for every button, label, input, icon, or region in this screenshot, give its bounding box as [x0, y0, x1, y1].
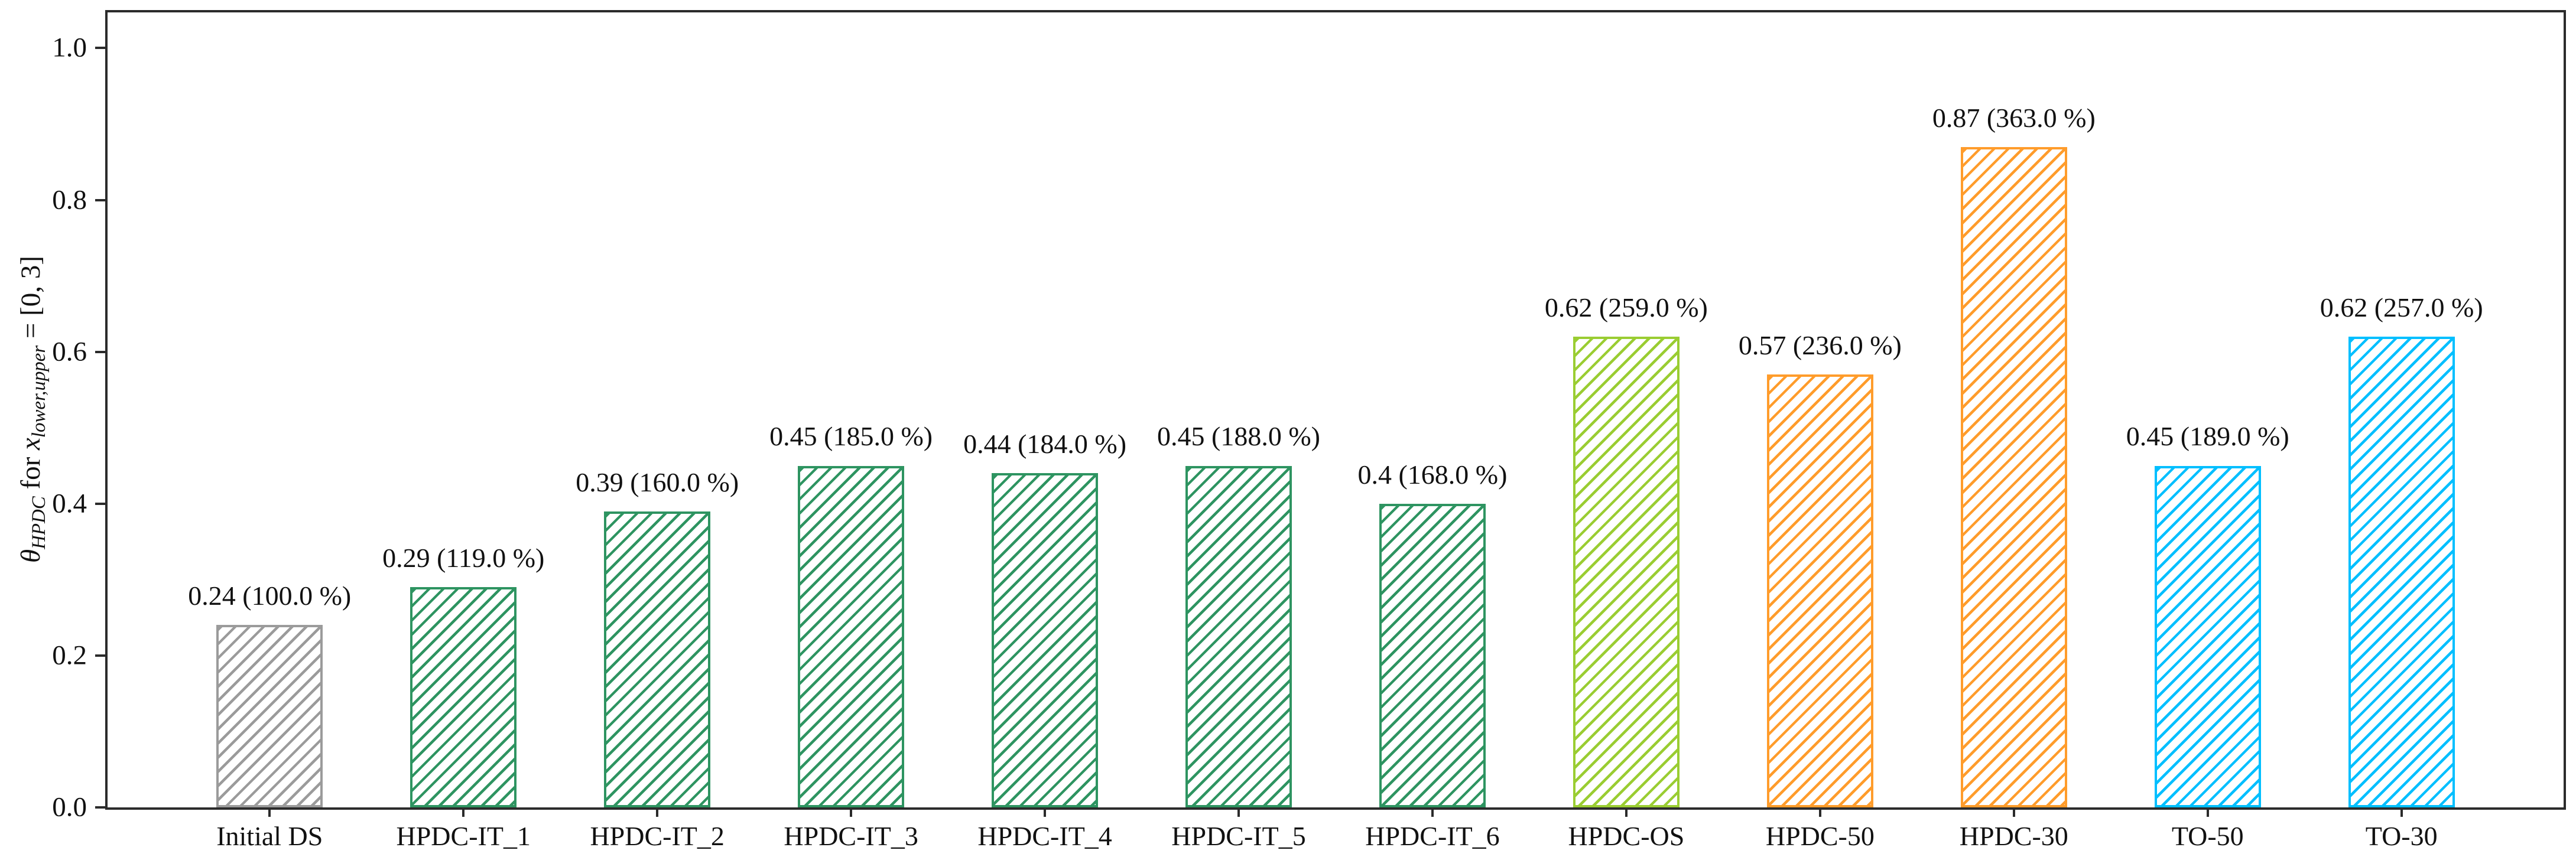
- bar-Initial DS: [216, 625, 323, 807]
- y-tick-mark: [95, 47, 105, 50]
- bar-value-label: 0.39 (160.0 %): [576, 467, 739, 497]
- x-tick-label-TO-30: TO-30: [2365, 821, 2438, 851]
- x-tick-mark: [2206, 807, 2209, 817]
- bar-HPDC-50: [1766, 374, 1874, 807]
- bar-value-label: 0.29 (119.0 %): [382, 543, 545, 573]
- x-tick-mark: [850, 807, 853, 817]
- y-tick-mark: [95, 806, 105, 809]
- y-tick-label-0.2: 0.2: [52, 640, 87, 671]
- bar-value-label: 0.4 (168.0 %): [1357, 459, 1508, 490]
- ylabel-theta: θ: [15, 549, 46, 563]
- x-tick-label-HPDC-50: HPDC-50: [1765, 821, 1875, 851]
- bar-HPDC-IT_1: [410, 587, 517, 807]
- ylabel-equals-text: = [0, 3]: [15, 256, 46, 346]
- y-tick-label-0.0: 0.0: [52, 791, 87, 823]
- bar-value-label: 0.62 (259.0 %): [1544, 292, 1708, 322]
- y-tick-label-0.4: 0.4: [52, 488, 87, 519]
- ylabel-x: x: [15, 438, 46, 450]
- bar-HPDC-IT_2: [604, 511, 711, 807]
- bar-HPDC-IT_3: [797, 465, 905, 807]
- x-tick-mark: [2012, 807, 2015, 817]
- bar-HPDC-30: [1960, 146, 2067, 807]
- x-tick-mark: [268, 807, 271, 817]
- x-tick-mark: [1237, 807, 1240, 817]
- x-tick-label-HPDC-IT_2: HPDC-IT_2: [590, 821, 725, 851]
- bar-value-label: 0.44 (184.0 %): [963, 429, 1127, 460]
- y-tick-label-0.8: 0.8: [52, 184, 87, 216]
- bar-HPDC-IT_6: [1379, 503, 1486, 807]
- x-tick-label-HPDC-IT_3: HPDC-IT_3: [784, 821, 918, 851]
- bar-value-label: 0.62 (257.0 %): [2320, 292, 2483, 322]
- bar-value-label: 0.45 (185.0 %): [769, 421, 933, 452]
- bar-value-label: 0.57 (236.0 %): [1738, 330, 1902, 361]
- y-tick-mark: [95, 350, 105, 353]
- bar-HPDC-IT_5: [1185, 465, 1292, 807]
- x-tick-label-Initial DS: Initial DS: [216, 821, 323, 851]
- x-tick-label-TO-50: TO-50: [2171, 821, 2244, 851]
- y-tick-mark: [95, 502, 105, 505]
- y-tick-mark: [95, 654, 105, 657]
- bar-value-label: 0.45 (188.0 %): [1157, 421, 1320, 452]
- y-tick-label-1.0: 1.0: [52, 32, 87, 63]
- bar-HPDC-OS: [1573, 336, 1680, 807]
- x-tick-mark: [1818, 807, 1821, 817]
- x-tick-label-HPDC-OS: HPDC-OS: [1568, 821, 1685, 851]
- bar-value-label: 0.45 (189.0 %): [2126, 421, 2289, 452]
- bar-HPDC-IT_4: [991, 473, 1099, 807]
- x-tick-mark: [656, 807, 659, 817]
- x-tick-mark: [1625, 807, 1628, 817]
- x-tick-mark: [1044, 807, 1047, 817]
- plot-area: [105, 10, 2566, 810]
- bar-value-label: 0.87 (363.0 %): [1932, 102, 2096, 133]
- bar-value-label: 0.24 (100.0 %): [188, 581, 352, 611]
- x-tick-label-HPDC-IT_1: HPDC-IT_1: [396, 821, 531, 851]
- x-tick-label-HPDC-30: HPDC-30: [1959, 821, 2068, 851]
- bar-TO-30: [2348, 336, 2455, 807]
- y-tick-label-0.6: 0.6: [52, 336, 87, 367]
- x-tick-label-HPDC-IT_5: HPDC-IT_5: [1171, 821, 1306, 851]
- x-tick-mark: [1431, 807, 1434, 817]
- y-tick-mark: [95, 198, 105, 201]
- x-tick-mark: [2400, 807, 2403, 817]
- x-tick-label-HPDC-IT_6: HPDC-IT_6: [1365, 821, 1500, 851]
- bar-TO-50: [2154, 465, 2261, 807]
- x-tick-mark: [462, 807, 465, 817]
- x-tick-label-HPDC-IT_4: HPDC-IT_4: [977, 821, 1112, 851]
